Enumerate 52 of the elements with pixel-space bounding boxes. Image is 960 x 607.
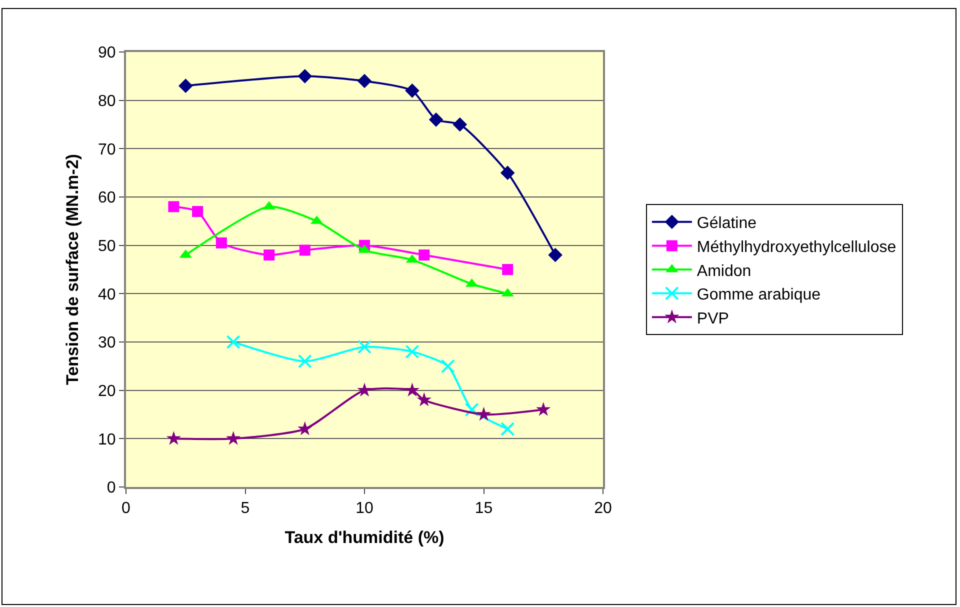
point <box>298 421 312 436</box>
point <box>418 250 430 260</box>
point <box>405 84 420 98</box>
y-tick-label: 50 <box>98 238 116 255</box>
point <box>357 382 372 397</box>
y-tick-label: 10 <box>98 431 116 448</box>
point <box>502 264 514 275</box>
point <box>226 335 240 349</box>
point <box>298 69 312 84</box>
y-axis-title: Tension de surface (MN.m-2) <box>63 154 82 386</box>
point <box>216 237 227 248</box>
legend-label: Gélatine <box>696 215 757 232</box>
point <box>405 344 420 359</box>
point <box>548 248 562 262</box>
y-tick-label: 0 <box>106 480 116 497</box>
point <box>476 406 492 421</box>
legend-label: Amidon <box>696 262 752 280</box>
x-tick-label: 5 <box>240 500 250 518</box>
y-tick-label: 90 <box>98 44 116 62</box>
legend-label: PVP <box>696 310 729 328</box>
point <box>404 382 420 397</box>
y-tick-label: 40 <box>98 286 116 304</box>
y-tick-label: 70 <box>98 141 116 158</box>
point <box>166 430 182 445</box>
x-tick-label: 0 <box>122 500 131 518</box>
point <box>500 166 515 180</box>
point <box>298 354 312 368</box>
x-tick-label: 15 <box>474 500 493 518</box>
x-axis-title: Taux d'humidité (%) <box>284 528 444 548</box>
point <box>416 392 432 406</box>
point <box>168 201 180 212</box>
x-tick-label: 20 <box>594 500 612 518</box>
point <box>536 402 551 416</box>
point <box>226 430 241 445</box>
legend-label: Méthylhydroxyethylcellulose <box>696 238 896 256</box>
point <box>440 359 455 374</box>
point <box>500 422 515 436</box>
point <box>428 112 444 127</box>
y-tick-label: 30 <box>98 334 116 352</box>
point <box>178 78 193 93</box>
x-tick-label: 10 <box>356 500 374 518</box>
y-tick-label: 60 <box>98 190 116 207</box>
point <box>357 74 372 88</box>
point <box>358 340 372 354</box>
point <box>464 402 479 417</box>
point <box>264 250 275 260</box>
point <box>452 117 468 132</box>
legend-label: Gomme arabique <box>696 286 821 304</box>
point <box>192 206 204 217</box>
y-tick-label: 20 <box>98 382 116 400</box>
point <box>299 244 310 256</box>
y-tick-label: 80 <box>98 92 116 110</box>
